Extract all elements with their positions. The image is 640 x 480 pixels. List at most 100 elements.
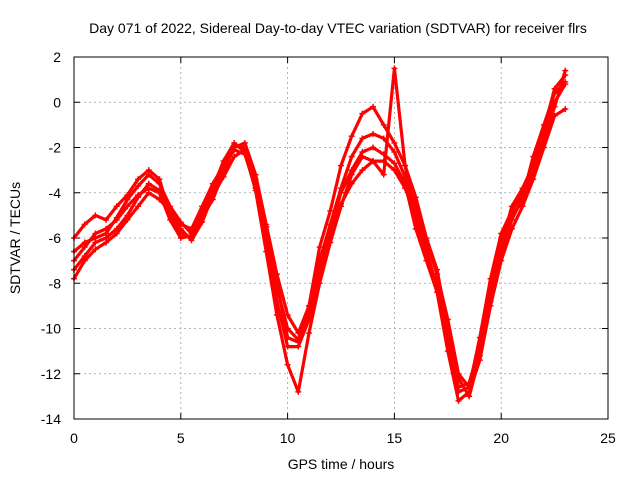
data-point	[103, 225, 110, 232]
plot-frame	[73, 56, 609, 420]
data-point	[316, 280, 323, 287]
chart-title: Day 071 of 2022, Sidereal Day-to-day VTE…	[89, 20, 587, 36]
data-point	[391, 139, 398, 146]
data-point	[348, 133, 355, 140]
data-point	[188, 232, 195, 239]
data-point	[273, 311, 280, 318]
data-point	[370, 103, 377, 110]
data-point	[295, 343, 302, 350]
grid	[74, 57, 608, 419]
y-tick-label: -10	[41, 321, 61, 337]
y-axis-label: SDTVAR / TECUs	[7, 182, 23, 294]
x-tick-label: 15	[387, 430, 403, 446]
data-point	[348, 153, 355, 160]
y-tick-label: -8	[49, 275, 62, 291]
data-point	[476, 343, 483, 350]
series-track-4	[71, 106, 569, 404]
data-point	[241, 139, 248, 146]
data-point	[380, 135, 387, 142]
data-point	[434, 266, 441, 273]
data-point	[295, 330, 302, 337]
x-tick-label: 0	[70, 430, 78, 446]
series-track-5	[71, 65, 569, 395]
y-tick-label: -14	[41, 411, 61, 427]
data-point	[519, 198, 526, 205]
data-point	[124, 192, 131, 199]
data-point	[412, 216, 419, 223]
x-tick-label: 25	[600, 430, 616, 446]
series-track-2	[71, 81, 569, 391]
data-point	[423, 235, 430, 241]
data-point	[359, 135, 366, 142]
data-point	[135, 192, 142, 199]
data-series	[71, 65, 569, 404]
y-tick-label: 0	[53, 94, 61, 110]
data-point	[359, 110, 366, 117]
data-point	[220, 158, 227, 165]
data-point	[476, 357, 483, 364]
data-point	[92, 212, 99, 219]
data-point	[124, 212, 131, 219]
data-point	[156, 176, 163, 183]
data-point	[455, 384, 462, 391]
data-point	[220, 173, 227, 180]
data-point	[124, 203, 131, 210]
y-tick-label: -6	[49, 230, 62, 246]
data-point	[284, 343, 291, 350]
data-point	[348, 171, 355, 178]
data-point	[305, 330, 312, 337]
data-point	[338, 162, 344, 169]
data-point	[370, 158, 377, 165]
x-tick-label: 10	[280, 430, 296, 446]
series-line	[72, 82, 567, 389]
data-point	[391, 149, 398, 156]
series-line	[72, 80, 567, 398]
data-point	[167, 216, 174, 223]
data-point	[359, 167, 366, 174]
data-point	[263, 248, 270, 255]
data-point	[562, 106, 569, 113]
data-point	[92, 239, 99, 246]
data-point	[562, 72, 569, 79]
data-point	[391, 160, 398, 167]
x-tick-label: 20	[493, 430, 509, 446]
data-point	[209, 185, 216, 192]
data-point	[562, 78, 569, 85]
data-point	[113, 216, 120, 223]
data-point	[487, 289, 494, 296]
data-point	[103, 216, 110, 223]
data-point	[540, 126, 547, 133]
data-point	[177, 225, 184, 232]
data-point	[370, 144, 377, 151]
data-point	[508, 203, 515, 210]
y-tick-label: -2	[49, 140, 62, 156]
x-axis-label: GPS time / hours	[288, 456, 395, 472]
data-point	[81, 244, 88, 251]
data-point	[466, 379, 473, 386]
data-point	[81, 253, 88, 260]
data-point	[273, 271, 280, 278]
data-point	[81, 221, 88, 228]
series-track-3	[71, 78, 569, 400]
series-line	[72, 68, 567, 394]
data-point	[370, 130, 377, 137]
data-point	[177, 219, 184, 226]
data-point	[284, 361, 291, 368]
data-point	[103, 235, 110, 241]
data-point	[145, 185, 152, 192]
data-point	[508, 212, 515, 219]
data-point	[199, 207, 206, 214]
y-tick-label: -12	[41, 366, 61, 382]
data-point	[231, 139, 238, 146]
data-point	[423, 253, 430, 260]
data-point	[135, 203, 142, 210]
data-point	[316, 244, 323, 251]
data-point	[231, 153, 238, 160]
data-point	[380, 171, 387, 178]
data-point	[177, 235, 184, 241]
data-point	[145, 167, 152, 174]
data-point	[380, 121, 387, 128]
data-point	[391, 65, 398, 72]
